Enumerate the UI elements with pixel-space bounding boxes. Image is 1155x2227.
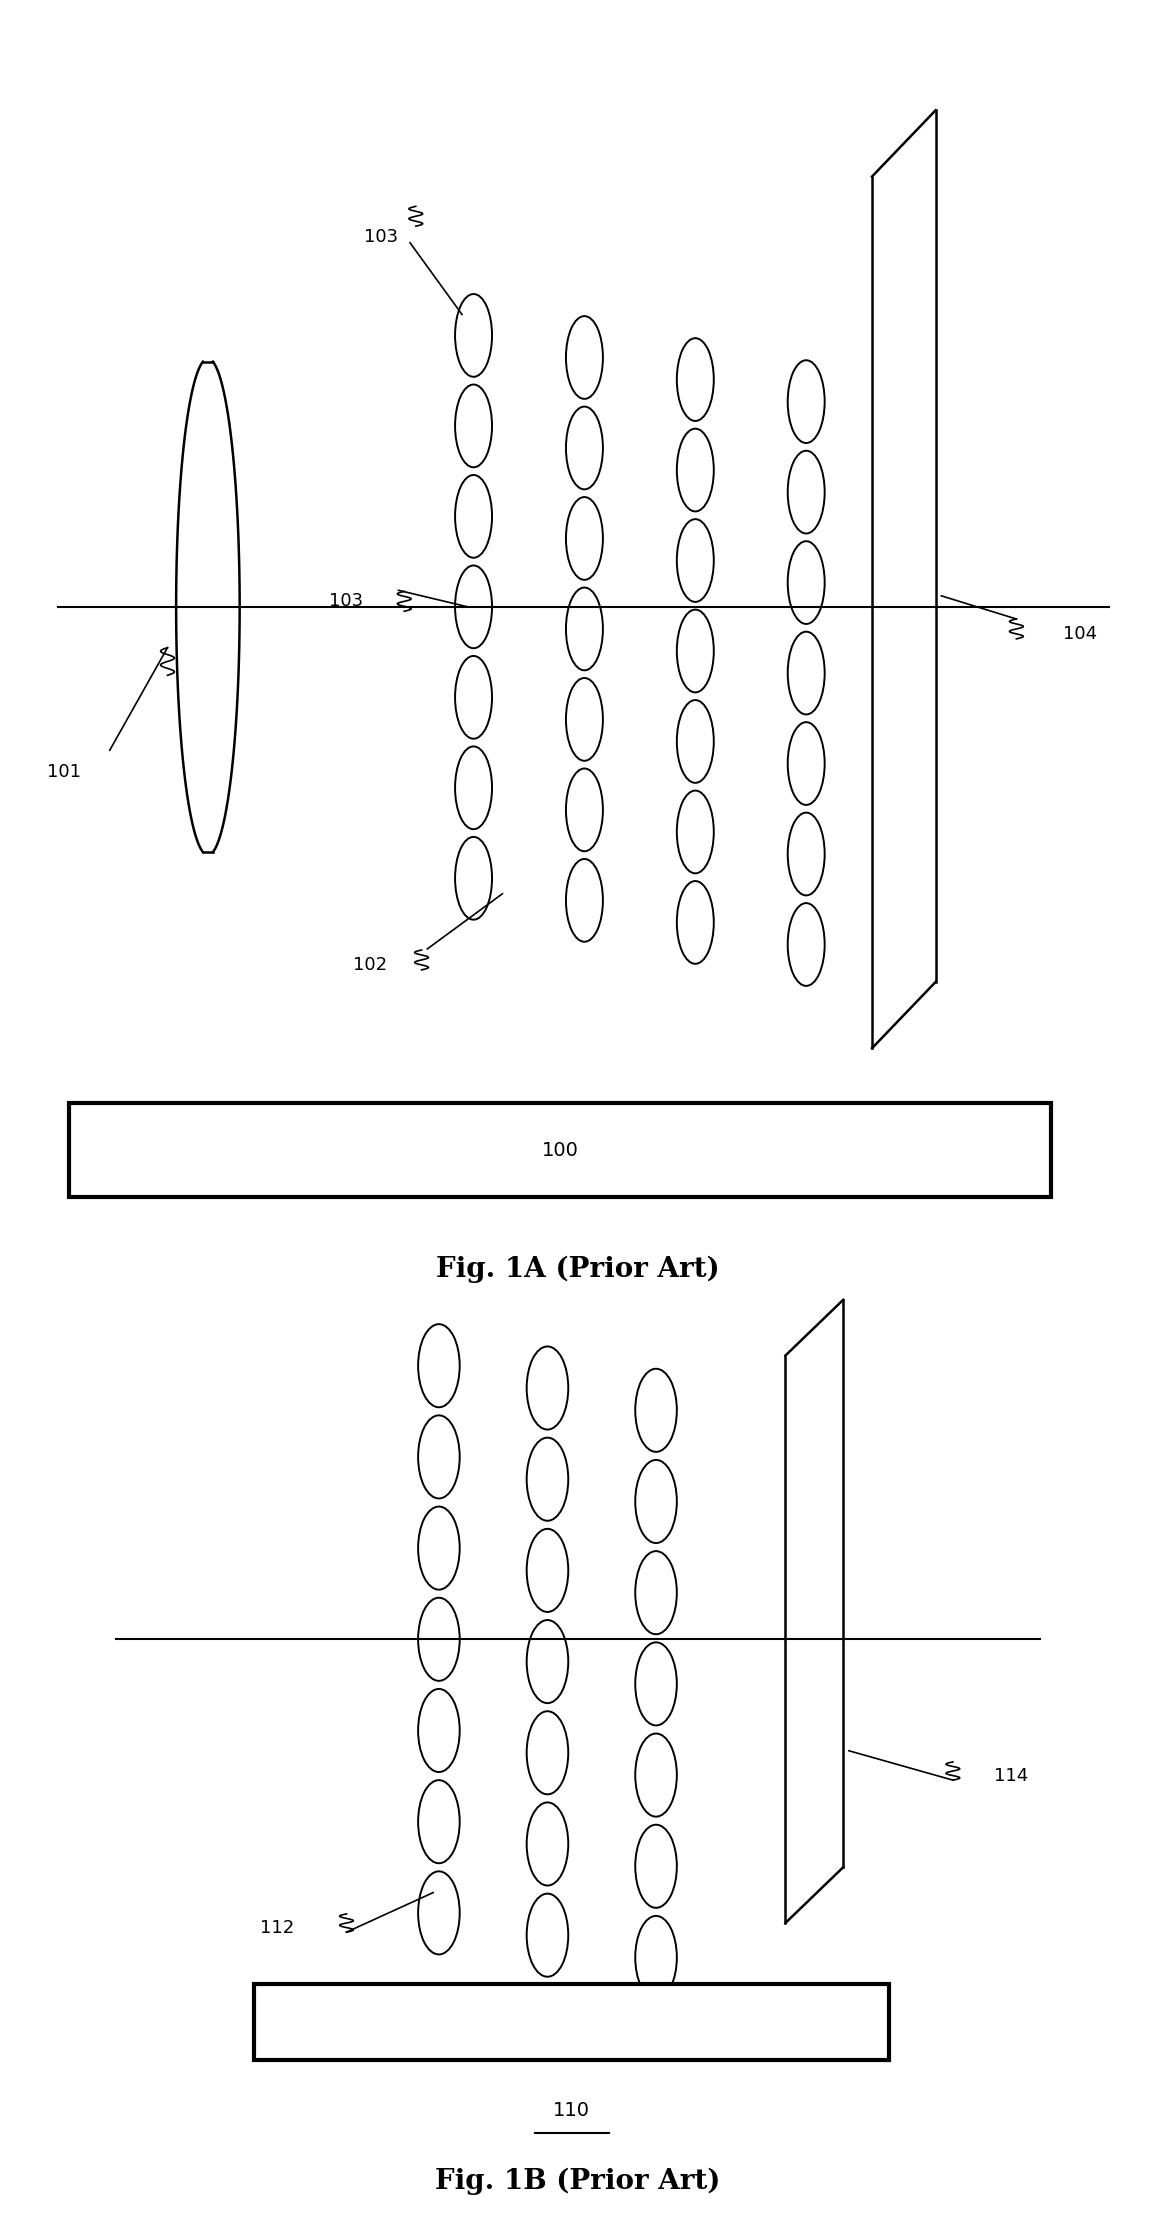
Text: 110: 110 xyxy=(553,2100,590,2120)
Text: 101: 101 xyxy=(46,764,81,782)
Text: Fig. 1A (Prior Art): Fig. 1A (Prior Art) xyxy=(435,1256,720,1283)
Text: 104: 104 xyxy=(1063,626,1097,644)
Text: 100: 100 xyxy=(542,1140,579,1160)
Text: 103: 103 xyxy=(364,227,398,247)
Text: 114: 114 xyxy=(993,1766,1028,1786)
Bar xyxy=(254,1984,889,2060)
Bar xyxy=(69,1102,1051,1198)
Text: 112: 112 xyxy=(260,1920,295,1937)
Text: 103: 103 xyxy=(329,592,364,610)
Text: 102: 102 xyxy=(352,955,387,975)
Text: Fig. 1B (Prior Art): Fig. 1B (Prior Art) xyxy=(434,2167,721,2196)
